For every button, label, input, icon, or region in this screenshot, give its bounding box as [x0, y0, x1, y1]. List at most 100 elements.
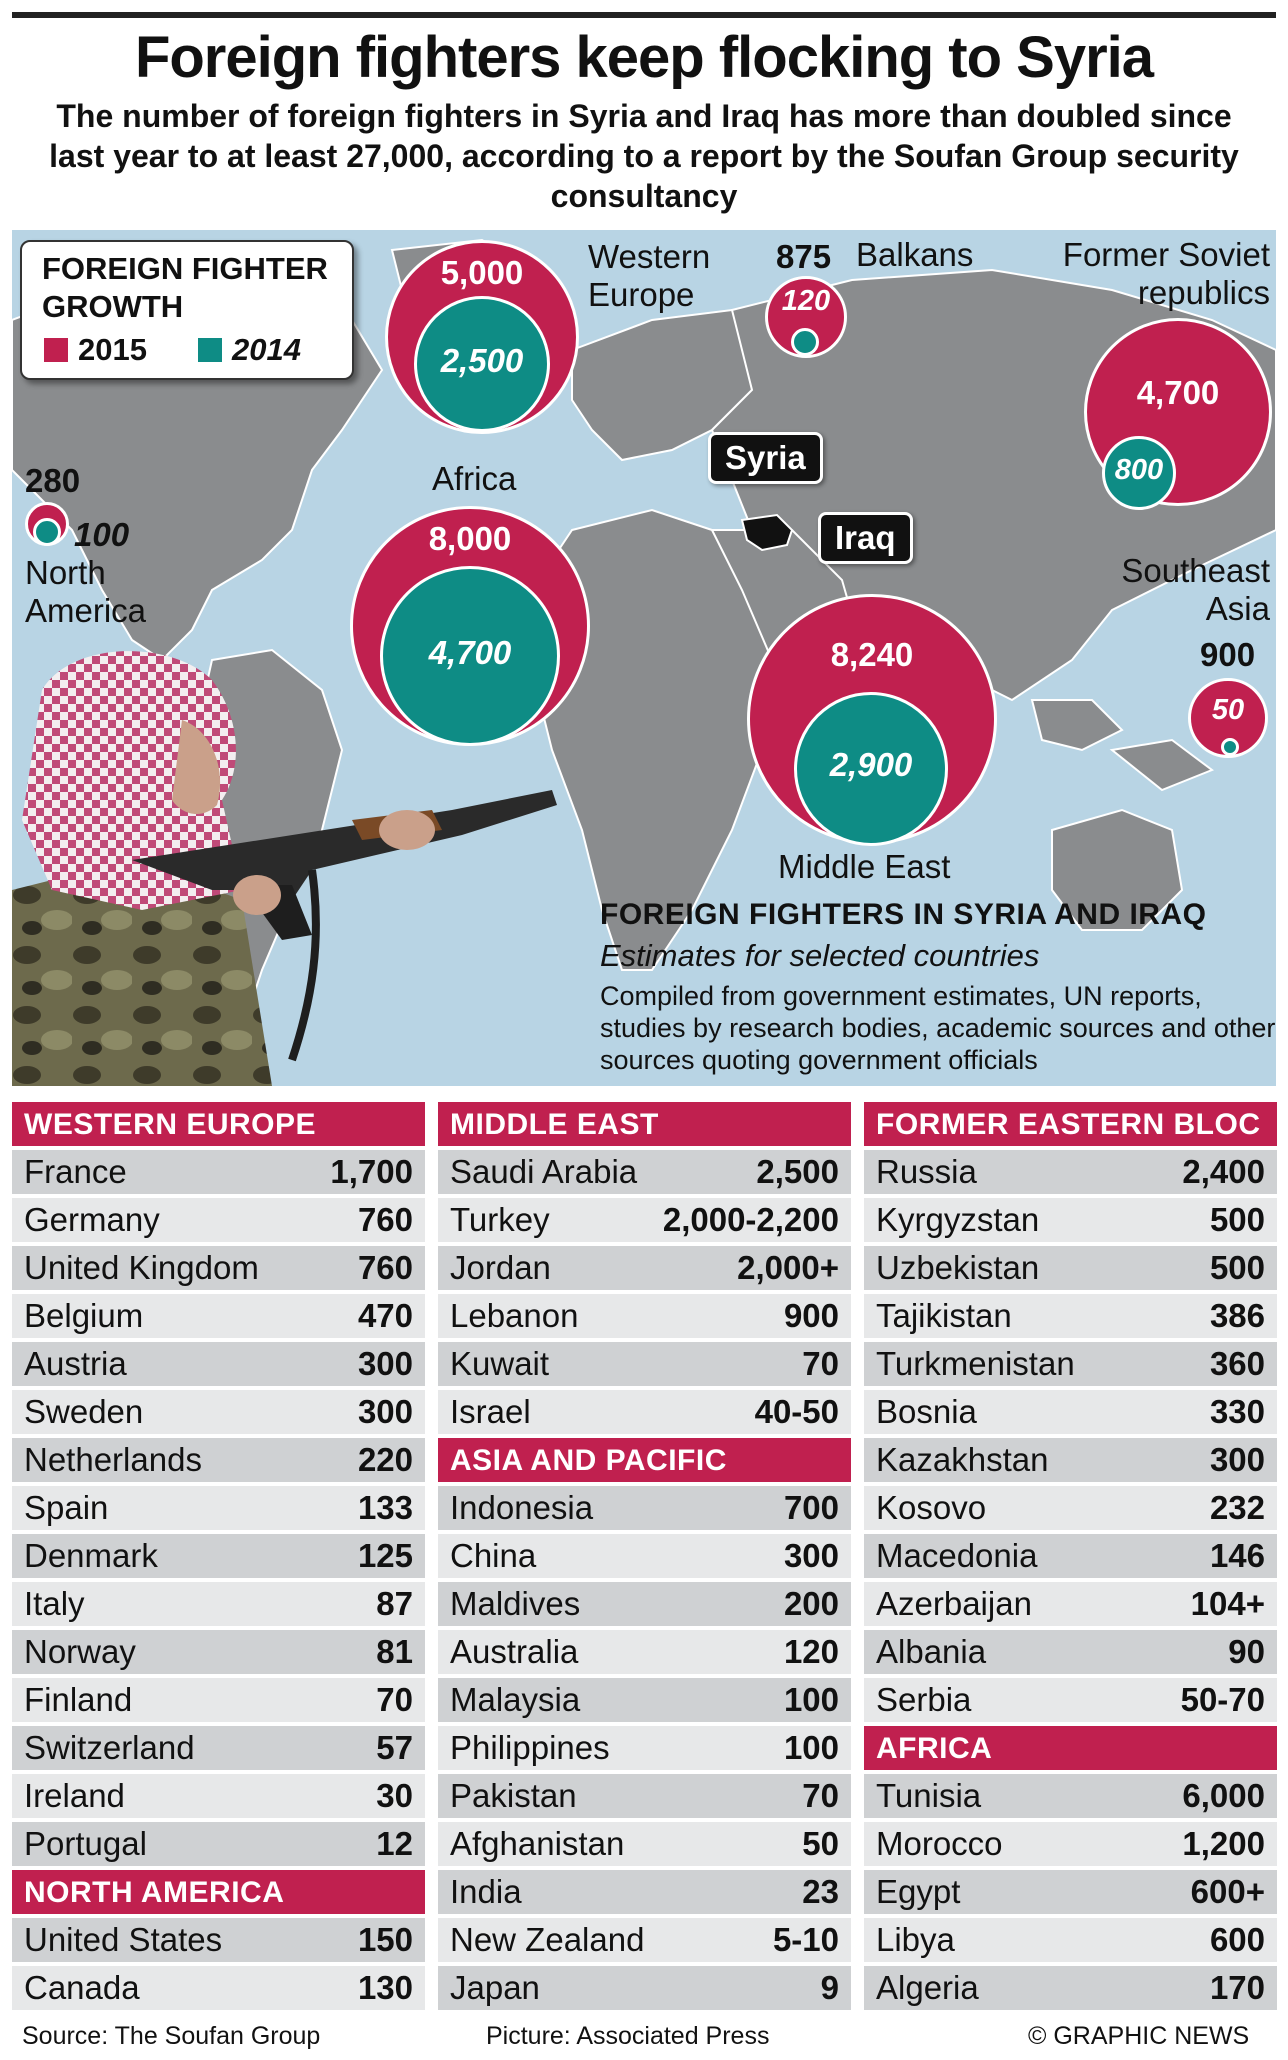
table-subheading: Estimates for selected countries: [600, 938, 1040, 973]
country-name: Kazakhstan: [876, 1441, 1049, 1478]
table-row: Switzerland 57: [12, 1726, 425, 1770]
country-name: Morocco: [876, 1825, 1003, 1862]
country-name: Canada: [24, 1969, 140, 2006]
fighter-count: 9: [820, 1969, 839, 2006]
fighter-count: 5-10: [772, 1921, 839, 1958]
column-middle: MIDDLE EAST Saudi Arabia 2,500 Turkey 2,000…: [438, 1102, 851, 2014]
fighter-count: 900: [783, 1297, 839, 1334]
former-soviet-2015-value: 4,700: [1136, 374, 1220, 411]
legend-title-line2: GROWTH: [42, 289, 184, 324]
column-right: FORMER EASTERN BLOC Russia 2,400 Kyrgyzsta…: [864, 1102, 1277, 2014]
table-row: India 23: [438, 1870, 851, 1914]
fighter-count: 760: [357, 1201, 413, 1238]
table-row: Algeria 170: [864, 1966, 1277, 2010]
legend-swatch-2015: [44, 338, 68, 362]
table-row: Belgium 470: [12, 1294, 425, 1338]
table-row: Australia 120: [438, 1630, 851, 1674]
fighter-count: 70: [802, 1345, 839, 1382]
fighter-count: 150: [357, 1921, 413, 1958]
table-row: China 300: [438, 1534, 851, 1578]
country-name: Algeria: [876, 1969, 979, 2006]
fighter-count: 6,000: [1182, 1777, 1265, 1814]
table-row: Maldives 200: [438, 1582, 851, 1626]
fighter-count: 12: [376, 1825, 413, 1862]
table-row: Kazakhstan 300: [864, 1438, 1277, 1482]
fighter-count: 600: [1209, 1921, 1265, 1958]
table-row: Sweden 300: [12, 1390, 425, 1434]
table-row: Indonesia 700: [438, 1486, 851, 1530]
table-row: United Kingdom 760: [12, 1246, 425, 1290]
country-name: Albania: [876, 1633, 987, 1670]
label-africa: Africa: [432, 460, 517, 497]
fighter-count: 87: [376, 1585, 413, 1622]
fighter-count: 760: [357, 1249, 413, 1286]
legend-label-2015: 2015: [78, 332, 147, 367]
north-america-2015-value: 280: [25, 462, 81, 499]
table-row: Portugal 12: [12, 1822, 425, 1866]
table-row: Norway 81: [12, 1630, 425, 1674]
table-row: Turkey 2,000-2,200: [438, 1198, 851, 1242]
fighter-count: 2,000-2,200: [662, 1201, 839, 1238]
country-name: Germany: [24, 1201, 160, 1238]
country-name: Spain: [24, 1489, 109, 1526]
fighter-count: 2,000+: [737, 1249, 839, 1286]
table-row: Pakistan 70: [438, 1774, 851, 1818]
country-name: Jordan: [450, 1249, 551, 1286]
fighter-count: 700: [783, 1489, 839, 1526]
country-name: Malaysia: [450, 1681, 581, 1718]
label-middle-east: Middle East: [778, 848, 951, 885]
fighter-count: 70: [376, 1681, 413, 1718]
fighter-count: 300: [1209, 1441, 1265, 1478]
table-row: Philippines 100: [438, 1726, 851, 1770]
country-name: Denmark: [24, 1537, 158, 1574]
footer-credit: © GRAPHIC NEWS: [1028, 2022, 1250, 2050]
southeast-asia-2015-value: 900: [1200, 636, 1256, 673]
fighter-count: 2,400: [1182, 1153, 1265, 1190]
fighter-photo: [12, 651, 557, 1086]
country-name: Japan: [450, 1969, 540, 2006]
fighter-count: 300: [357, 1345, 413, 1382]
fighter-count: 57: [376, 1729, 413, 1766]
table-row: Tunisia 6,000: [864, 1774, 1277, 1818]
fighter-count: 146: [1209, 1537, 1265, 1574]
fighter-count: 104+: [1190, 1585, 1265, 1622]
africa-2014-value: 4,700: [428, 634, 512, 671]
footer-source: Source: The Soufan Group: [22, 2022, 321, 2050]
table-row: Afghanistan 50: [438, 1822, 851, 1866]
country-name: Kosovo: [876, 1489, 987, 1526]
fighter-count: 600+: [1190, 1873, 1265, 1910]
table-row: Austria 300: [12, 1342, 425, 1386]
north-america-2014-value: 100: [74, 516, 130, 553]
footer-picture: Picture: Associated Press: [486, 2022, 770, 2050]
country-name: Sweden: [24, 1393, 144, 1430]
table-row: Albania 90: [864, 1630, 1277, 1674]
country-name: Austria: [24, 1345, 127, 1382]
table-row: Malaysia 100: [438, 1678, 851, 1722]
table-row: Serbia 50-70: [864, 1678, 1277, 1722]
fighter-count: 1,200: [1182, 1825, 1265, 1862]
bubble-north-america-2014: [33, 518, 61, 546]
fighter-count: 90: [1228, 1633, 1265, 1670]
fighter-count: 130: [357, 1969, 413, 2006]
fighter-count: 330: [1209, 1393, 1265, 1430]
fighter-count: 81: [376, 1633, 413, 1670]
country-name: Finland: [24, 1681, 133, 1718]
country-name: Tajikistan: [876, 1297, 1012, 1334]
balkans-2015-value: 875: [776, 238, 832, 275]
legend-swatch-2014: [198, 338, 222, 362]
fighter-count: 300: [783, 1537, 839, 1574]
syria-iraq-highlight: [740, 513, 794, 552]
table-row: Bosnia 330: [864, 1390, 1277, 1434]
bubble-western-europe-2014: [414, 296, 550, 432]
country-name: Lebanon: [450, 1297, 579, 1334]
country-name: China: [450, 1537, 537, 1574]
table-row: Denmark 125: [12, 1534, 425, 1578]
table-row: Netherlands 220: [12, 1438, 425, 1482]
western-europe-2015-value: 5,000: [440, 254, 524, 291]
legend-title-line1: FOREIGN FIGHTER: [42, 251, 328, 286]
country-name: Netherlands: [24, 1441, 202, 1478]
table-row: Azerbaijan 104+: [864, 1582, 1277, 1626]
country-name: Tunisia: [876, 1777, 982, 1814]
country-name: Macedonia: [876, 1537, 1038, 1574]
